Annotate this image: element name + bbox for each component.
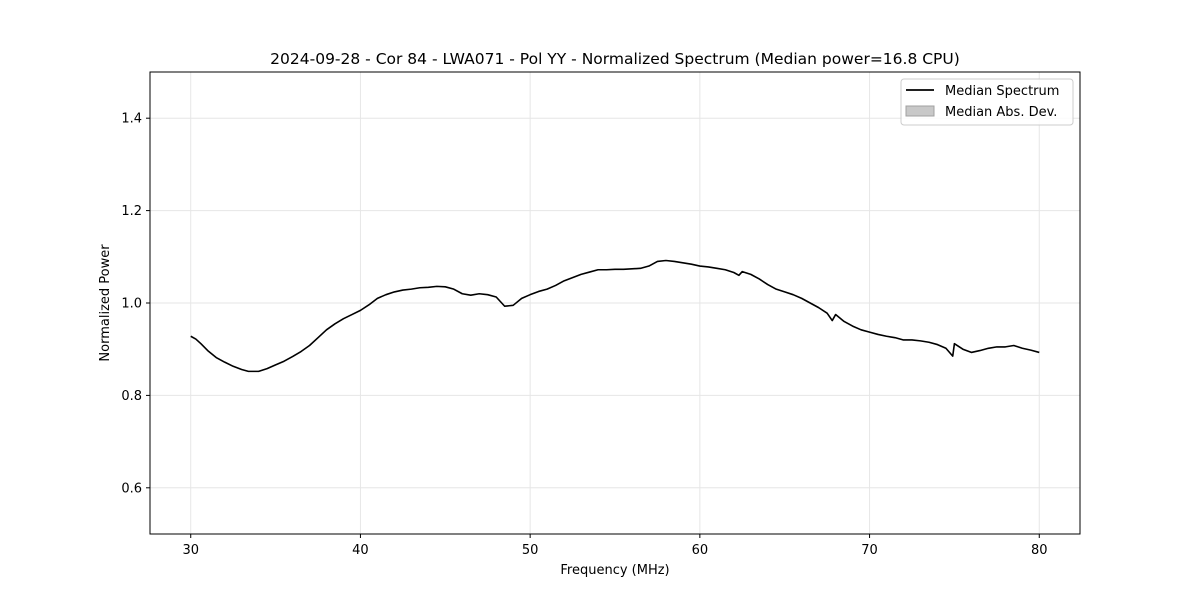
chart-title: 2024-09-28 - Cor 84 - LWA071 - Pol YY - … <box>270 50 960 68</box>
x-tick-label: 50 <box>522 543 539 558</box>
y-tick-label: 1.2 <box>121 204 142 219</box>
y-tick-label: 0.6 <box>121 481 142 496</box>
y-tick-label: 1.4 <box>121 112 142 127</box>
x-tick-label: 40 <box>352 543 369 558</box>
x-tick-label: 60 <box>692 543 709 558</box>
data-layer <box>190 259 1040 373</box>
x-tick-label: 70 <box>861 543 878 558</box>
series-line-median-spectrum <box>190 259 1040 373</box>
legend-mad-swatch <box>905 105 935 117</box>
x-axis-label: Frequency (MHz) <box>560 563 669 578</box>
legend-frame <box>900 78 1074 126</box>
x-tick-label: 30 <box>182 543 199 558</box>
y-axis-label: Normalized Power <box>98 244 113 362</box>
tick-layer: 30 40 50 60 70 80 0.6 0.8 1.0 1.2 1.4 <box>121 112 1047 558</box>
x-tick-label: 80 <box>1031 543 1048 558</box>
y-tick-label: 0.8 <box>121 389 142 404</box>
legend: Median Spectrum Median Abs. Dev. <box>900 78 1074 126</box>
legend-entry-median-abs-dev: Median Abs. Dev. <box>945 105 1057 120</box>
legend-entry-median-spectrum: Median Spectrum <box>945 84 1059 99</box>
y-tick-label: 1.0 <box>121 297 142 312</box>
